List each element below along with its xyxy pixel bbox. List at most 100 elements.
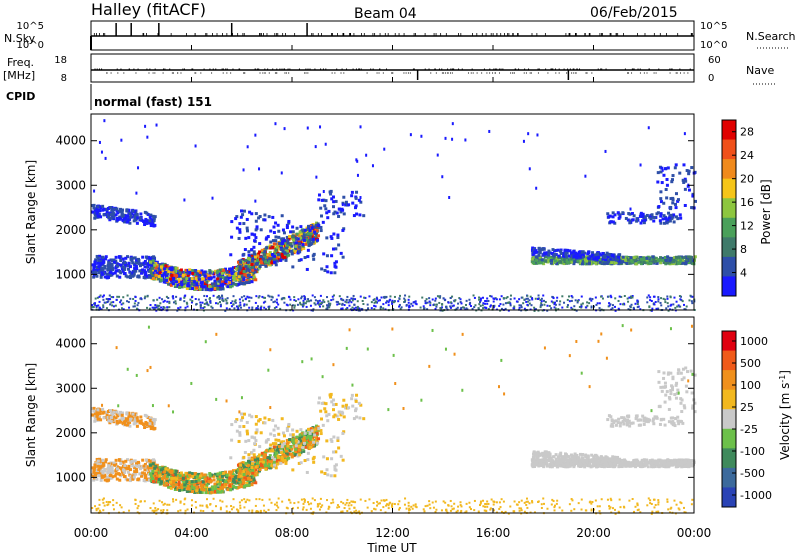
echo-cell	[577, 250, 581, 254]
echo-cell	[386, 503, 389, 506]
echo-cell	[685, 305, 688, 308]
echo-cell	[95, 509, 98, 512]
echo-cell	[128, 509, 131, 512]
echo-cell	[115, 467, 119, 471]
echo-cell	[184, 268, 188, 272]
echo-cell	[186, 284, 190, 288]
echo-cell	[146, 135, 149, 139]
echo-cell	[674, 192, 678, 196]
echo-cell	[273, 300, 276, 303]
echo-cell	[248, 260, 252, 264]
echo-cell	[323, 300, 326, 303]
echo-cell	[346, 498, 349, 501]
echo-cell	[114, 269, 118, 273]
echo-cell	[650, 309, 653, 312]
nave-dot	[528, 68, 530, 70]
echo-cell	[639, 211, 643, 215]
echo-cell	[473, 509, 476, 512]
echo-cell	[234, 282, 238, 286]
echo-cell	[504, 307, 507, 310]
echo-cell	[361, 299, 364, 302]
nave-dot	[94, 68, 96, 70]
nave-dot	[537, 68, 539, 70]
echo-cell	[154, 273, 158, 277]
echo-cell	[607, 253, 611, 257]
echo-cell	[553, 506, 556, 509]
echo-cell	[686, 257, 690, 261]
echo-cell	[687, 169, 691, 173]
nave-dot	[128, 68, 130, 70]
echo-cell	[259, 306, 262, 309]
echo-cell	[657, 296, 660, 299]
echo-cell	[138, 264, 142, 268]
echo-cell	[671, 174, 675, 178]
nave-dot	[230, 72, 232, 74]
echo-cell	[558, 249, 562, 253]
echo-cell	[408, 509, 411, 512]
echo-cell	[643, 218, 647, 222]
echo-cell	[127, 261, 131, 265]
echo-cell	[539, 261, 543, 265]
echo-cell	[221, 297, 224, 300]
echo-cell	[347, 301, 350, 304]
echo-cell	[662, 297, 665, 300]
nave-dot	[447, 72, 449, 74]
echo-cell	[608, 302, 611, 305]
echo-cell	[235, 267, 239, 271]
echo-cell	[281, 297, 284, 300]
date-label: 06/Feb/2015	[590, 5, 678, 21]
echo-cell	[213, 279, 217, 283]
echo-cell	[322, 305, 325, 308]
y-tick-label: 1000	[55, 267, 86, 281]
echo-cell	[181, 280, 185, 284]
echo-cell	[222, 268, 226, 272]
echo-cell	[149, 224, 153, 228]
echo-cell	[240, 499, 243, 502]
echo-cell	[258, 167, 261, 171]
echo-cell	[286, 238, 290, 242]
echo-cell	[172, 297, 175, 300]
echo-cell	[533, 511, 536, 514]
echo-cell	[241, 213, 245, 217]
echo-cell	[327, 300, 330, 303]
echo-cell	[543, 303, 546, 306]
nave-dot	[137, 68, 139, 70]
echo-cell	[307, 232, 311, 236]
echo-cell	[285, 246, 289, 250]
echo-cell	[299, 225, 303, 229]
echo-cell	[408, 295, 411, 298]
echo-cell	[312, 237, 316, 241]
echo-cell	[122, 266, 126, 270]
echo-cell	[268, 244, 272, 248]
echo-cell	[674, 206, 678, 210]
echo-cell	[428, 503, 431, 506]
echo-cell	[142, 473, 146, 477]
echo-cell	[551, 252, 555, 256]
echo-cell	[228, 273, 232, 277]
echo-cell	[135, 221, 139, 225]
echo-cell	[389, 295, 392, 298]
nave-dot	[154, 68, 156, 70]
echo-cell	[316, 503, 319, 506]
echo-cell	[99, 511, 102, 514]
echo-cell	[583, 262, 587, 266]
echo-cell	[628, 212, 632, 216]
echo-cell	[177, 307, 180, 310]
echo-cell	[455, 307, 458, 310]
echo-cell	[690, 295, 693, 298]
nave-dot	[226, 72, 228, 74]
echo-cell	[566, 261, 570, 265]
echo-cell	[248, 296, 251, 299]
echo-cell	[252, 263, 256, 267]
echo-cell	[143, 462, 147, 466]
echo-cell	[290, 244, 294, 248]
echo-cell	[435, 303, 438, 306]
echo-cell	[171, 282, 175, 286]
echo-cell	[263, 509, 266, 512]
echo-cell	[266, 257, 270, 261]
echo-cell	[237, 275, 241, 279]
echo-cell	[354, 206, 358, 210]
echo-cell	[137, 465, 141, 469]
echo-cell	[92, 206, 96, 210]
echo-cell	[581, 302, 584, 305]
